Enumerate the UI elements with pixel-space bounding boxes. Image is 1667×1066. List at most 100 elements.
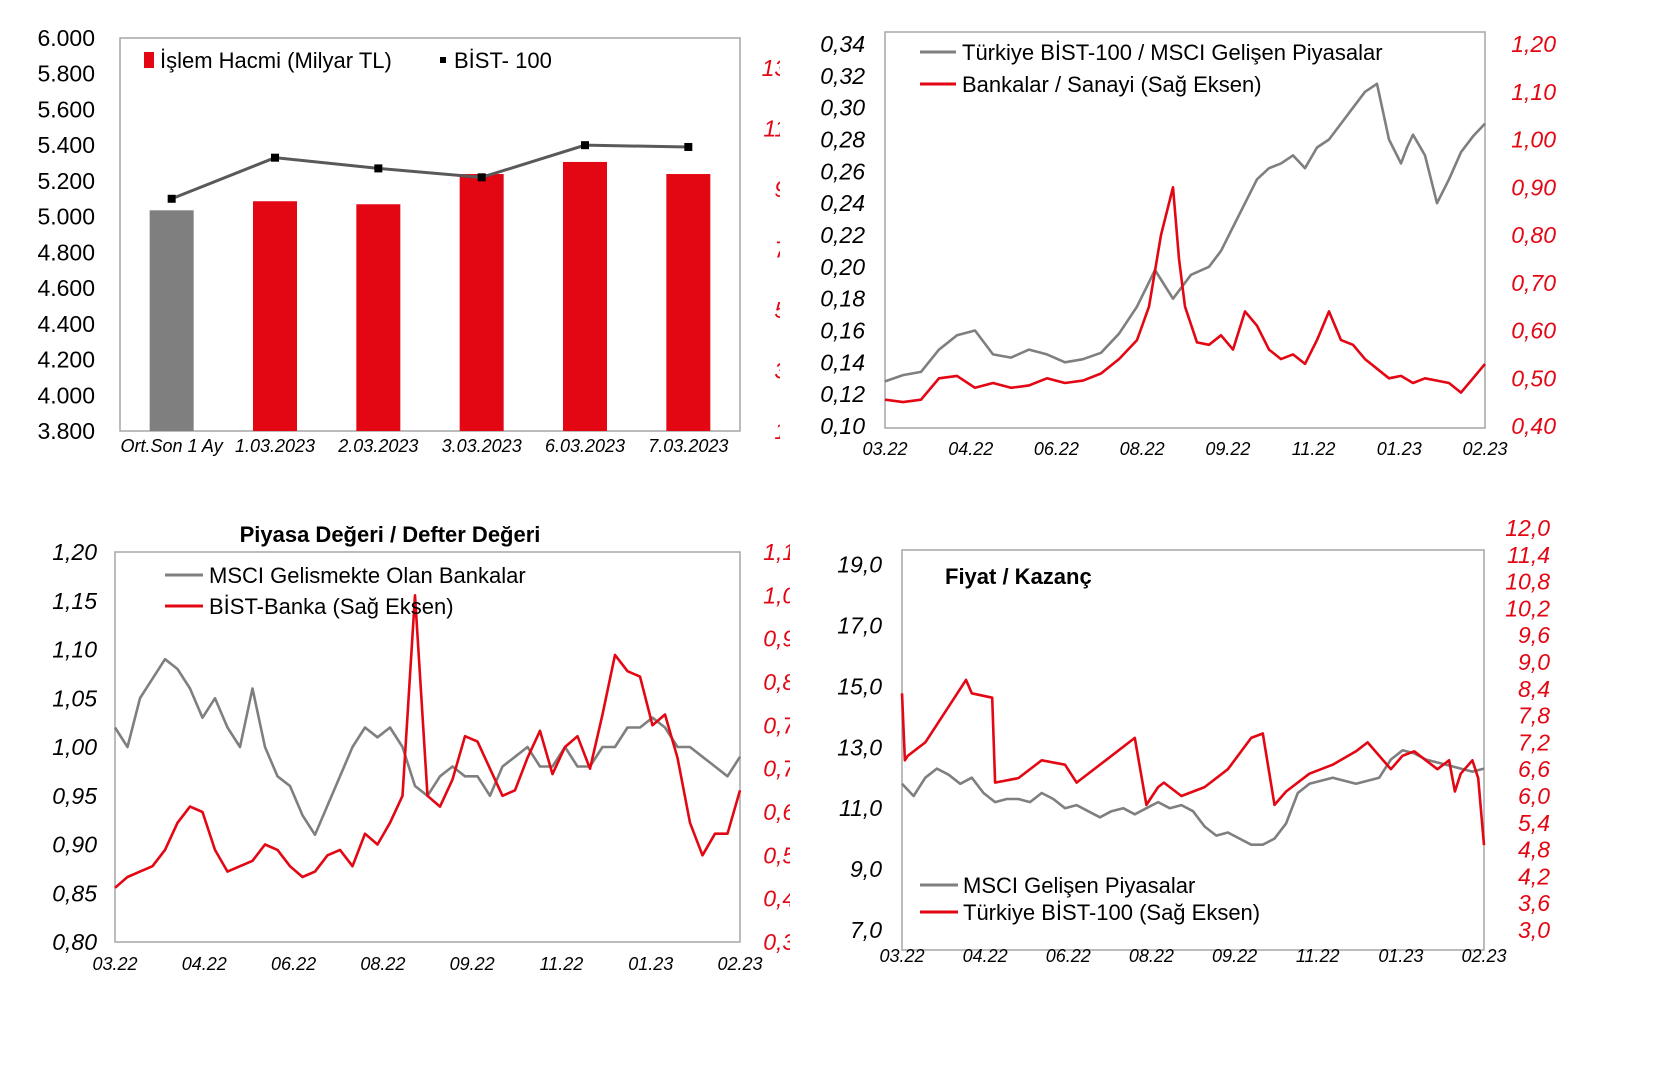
axis-tick-label: 17,0 xyxy=(837,612,882,638)
axis-tick-label: 5.800 xyxy=(37,61,95,87)
axis-tick-label: 1,10 xyxy=(763,539,790,565)
plot-area xyxy=(119,37,741,432)
axis-tick-label: 4.400 xyxy=(37,311,95,337)
x-tick-label: 03.22 xyxy=(862,439,907,459)
axis-tick-label: 5,4 xyxy=(1518,810,1550,836)
axis-tick-label: 0,80 xyxy=(1511,222,1556,248)
axis-tick-label: 0,70 xyxy=(763,756,790,782)
x-axis-labels: 03.22 04.22 06.22 08.22 09.22 11.22 01.23 02.23 xyxy=(92,954,762,974)
axis-tick-label: 10,2 xyxy=(1505,595,1550,621)
bist-point xyxy=(581,141,589,150)
axis-tick-label: 5.600 xyxy=(37,96,95,122)
axis-tick-label: 0,26 xyxy=(820,158,865,184)
x-axis-labels: 03.22 04.22 06.22 08.22 09.22 11.22 01.23 02.23 xyxy=(879,946,1506,966)
axis-tick-label: 0,94 xyxy=(763,626,790,652)
x-tick-label: 03.22 xyxy=(92,954,137,974)
category-label: Ort.Son 1 Ay xyxy=(121,436,224,456)
axis-tick-label: 130 xyxy=(762,55,780,81)
legend: MSCI Gelişen Piyasalar Türkiye BİST-100 … xyxy=(920,873,1260,925)
left-axis-labels: 6.000 5.800 5.600 5.400 5.200 5.000 4.800 4.600… xyxy=(37,25,95,444)
axis-tick-label: 4.800 xyxy=(37,239,95,265)
axis-tick-label: 6,0 xyxy=(1518,783,1550,809)
axis-tick-label: 3,6 xyxy=(1518,890,1550,916)
volume-bar xyxy=(459,174,504,432)
axis-tick-label: 6.000 xyxy=(37,25,95,51)
axis-tick-label: 4.600 xyxy=(37,275,95,301)
volume-chart: 6.000 5.800 5.600 5.400 5.200 5.000 4.800 4.600… xyxy=(37,25,780,456)
left-axis-labels: 19,0 17,0 15,0 13,0 11,0 9,0 7,0 xyxy=(837,552,882,943)
x-tick-label: 01.23 xyxy=(1377,439,1422,459)
axis-tick-label: 7,2 xyxy=(1518,729,1550,755)
axis-tick-label: 0,95 xyxy=(52,783,97,809)
axis-tick-label: 0,34 xyxy=(820,31,865,57)
x-tick-label: 06.22 xyxy=(271,954,316,974)
legend: Türkiye BİST-100 / MSCI Gelişen Piyasala… xyxy=(920,40,1383,97)
x-tick-label: 09.22 xyxy=(1212,946,1257,966)
axis-tick-label: 0,70 xyxy=(1511,270,1556,296)
x-axis-labels: 03.22 04.22 06.22 08.22 09.22 11.22 01.23 02.23 xyxy=(862,439,1507,459)
axis-tick-label: 4.000 xyxy=(37,382,95,408)
axis-tick-label: 3,0 xyxy=(1518,917,1550,943)
axis-tick-label: 0,30 xyxy=(820,95,865,121)
series-lines xyxy=(113,594,742,889)
axis-tick-label: 4.200 xyxy=(37,347,95,373)
axis-tick-label: 6,6 xyxy=(1518,756,1550,782)
right-axis-labels: 1,20 1,10 1,00 0,90 0,80 0,70 0,60 0,50 0,40 xyxy=(1511,31,1556,439)
x-tick-label: 04.22 xyxy=(948,439,993,459)
axis-tick-label: 1,00 xyxy=(1511,127,1556,153)
bist-point xyxy=(477,173,486,182)
legend-label-series-2: Bankalar / Sanayi (Sağ Eksen) xyxy=(962,72,1262,97)
x-tick-label: 04.22 xyxy=(963,946,1008,966)
bars xyxy=(149,161,711,432)
legend: İşlem Hacmi (Milyar TL) BİST- 100 xyxy=(144,48,552,73)
volume-bar xyxy=(563,161,607,431)
x-tick-label: 03.22 xyxy=(879,946,924,966)
axis-tick-label: 90 xyxy=(774,176,780,202)
series-line-red xyxy=(114,594,742,889)
right-axis-labels: 1,10 1,02 0,94 0,86 0,78 0,70 0,62 0,54 0,46 0,38 xyxy=(763,539,790,955)
series-lines xyxy=(884,82,1486,404)
axis-tick-label: 9,0 xyxy=(1518,649,1550,675)
axis-tick-label: 1,02 xyxy=(763,582,790,608)
axis-tick-label: 0,20 xyxy=(820,254,865,280)
plot-area xyxy=(901,549,1485,951)
axis-tick-label: 15,0 xyxy=(837,673,882,699)
axis-tick-label: 0,78 xyxy=(763,712,790,738)
x-tick-label: 08.22 xyxy=(360,954,405,974)
axis-tick-label: 1,10 xyxy=(52,637,97,663)
axis-tick-label: 0,62 xyxy=(763,799,790,825)
series-line-gray xyxy=(884,82,1486,383)
axis-tick-label: 10,8 xyxy=(1505,569,1550,595)
legend-label-series-2: Türkiye BİST-100 (Sağ Eksen) xyxy=(963,900,1260,925)
bist-point xyxy=(271,153,279,162)
axis-tick-label: 4,8 xyxy=(1518,837,1550,863)
axis-tick-label: 8,4 xyxy=(1518,676,1550,702)
axis-tick-label: 0,16 xyxy=(820,318,865,344)
axis-tick-label: 12,0 xyxy=(1505,520,1550,541)
axis-tick-label: 0,22 xyxy=(820,222,865,248)
axis-tick-label: 13,0 xyxy=(837,734,882,760)
axis-tick-label: 1,05 xyxy=(52,685,97,711)
x-axis-labels: Ort.Son 1 Ay 1.03.2023 2.03.2023 3.03.2023 6… xyxy=(121,436,729,456)
x-tick-label: 06.22 xyxy=(1034,439,1079,459)
axis-tick-label: 5.000 xyxy=(37,204,95,230)
axis-tick-label: 0,28 xyxy=(820,127,865,153)
axis-tick-label: 0,85 xyxy=(52,880,97,906)
axis-tick-label: 0,50 xyxy=(1511,365,1556,391)
axis-tick-label: 0,90 xyxy=(1511,174,1556,200)
series-lines xyxy=(900,678,1486,847)
legend: MSCI Gelismekte Olan Bankalar BİST-Banka… xyxy=(165,563,526,619)
x-tick-label: 08.22 xyxy=(1129,946,1174,966)
right-axis-labels: 130 110 90 70 50 30 10 xyxy=(762,55,780,444)
axis-tick-label: 9,6 xyxy=(1518,622,1550,648)
series-line-gray xyxy=(113,657,742,837)
axis-tick-label: 0,14 xyxy=(820,349,865,375)
legend-label-series-1: MSCI Gelişen Piyasalar xyxy=(963,873,1195,898)
category-label: 6.03.2023 xyxy=(545,436,625,456)
axis-tick-label: 0,12 xyxy=(820,381,865,407)
axis-tick-label: 0,24 xyxy=(820,190,865,216)
volume-bar xyxy=(149,210,194,431)
x-tick-label: 11.22 xyxy=(540,954,584,974)
index-line xyxy=(167,141,693,203)
axis-tick-label: 10 xyxy=(774,418,780,444)
